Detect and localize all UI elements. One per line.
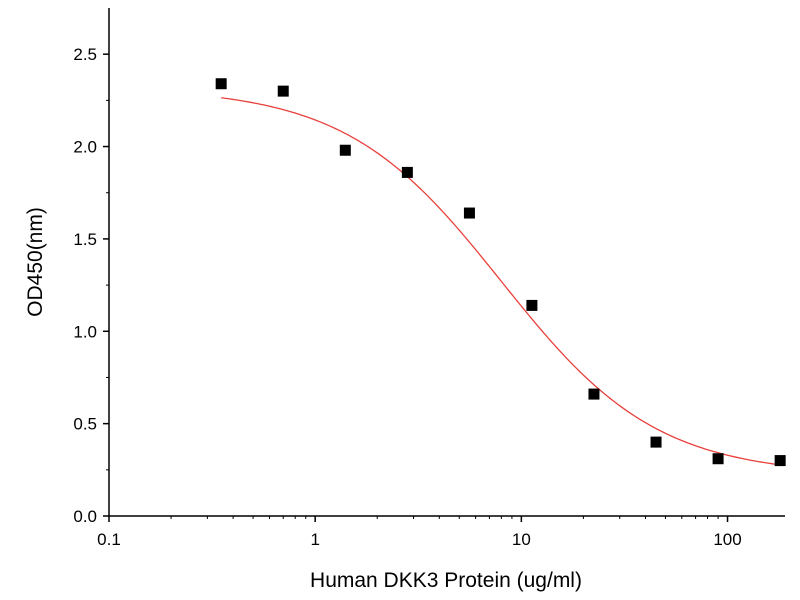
fit-curve bbox=[221, 97, 781, 466]
points-layer bbox=[215, 78, 786, 467]
y-tick-label: 1.0 bbox=[73, 322, 97, 341]
data-point bbox=[712, 453, 724, 465]
data-point bbox=[588, 388, 600, 400]
y-tick-label: 0.5 bbox=[73, 415, 97, 434]
data-point bbox=[339, 144, 351, 156]
plot-frame bbox=[108, 8, 785, 517]
data-point bbox=[463, 207, 475, 219]
y-tick-label: 2.0 bbox=[73, 138, 97, 157]
x-tick-label: 100 bbox=[713, 530, 741, 549]
x-tick-label: 0.1 bbox=[97, 530, 121, 549]
x-axis-title: Human DKK3 Protein (ug/ml) bbox=[310, 569, 582, 592]
y-tick-label: 1.5 bbox=[73, 230, 97, 249]
data-point bbox=[401, 166, 413, 178]
data-point bbox=[650, 436, 662, 448]
data-point bbox=[526, 299, 538, 311]
data-point bbox=[277, 85, 289, 97]
data-point bbox=[774, 455, 786, 467]
x-tick-label: 1 bbox=[310, 530, 319, 549]
x-ticks: 0.1 1 10 100 bbox=[97, 516, 742, 549]
y-ticks: 0.0 0.5 1.0 1.5 2.0 2.5 bbox=[73, 45, 109, 526]
y-tick-label: 2.5 bbox=[73, 45, 97, 64]
data-point bbox=[215, 78, 227, 90]
y-axis-title: OD450(nm) bbox=[24, 207, 47, 317]
fit-layer bbox=[221, 97, 781, 466]
x-tick-label: 10 bbox=[512, 530, 531, 549]
y-tick-label: 0.0 bbox=[73, 507, 97, 526]
